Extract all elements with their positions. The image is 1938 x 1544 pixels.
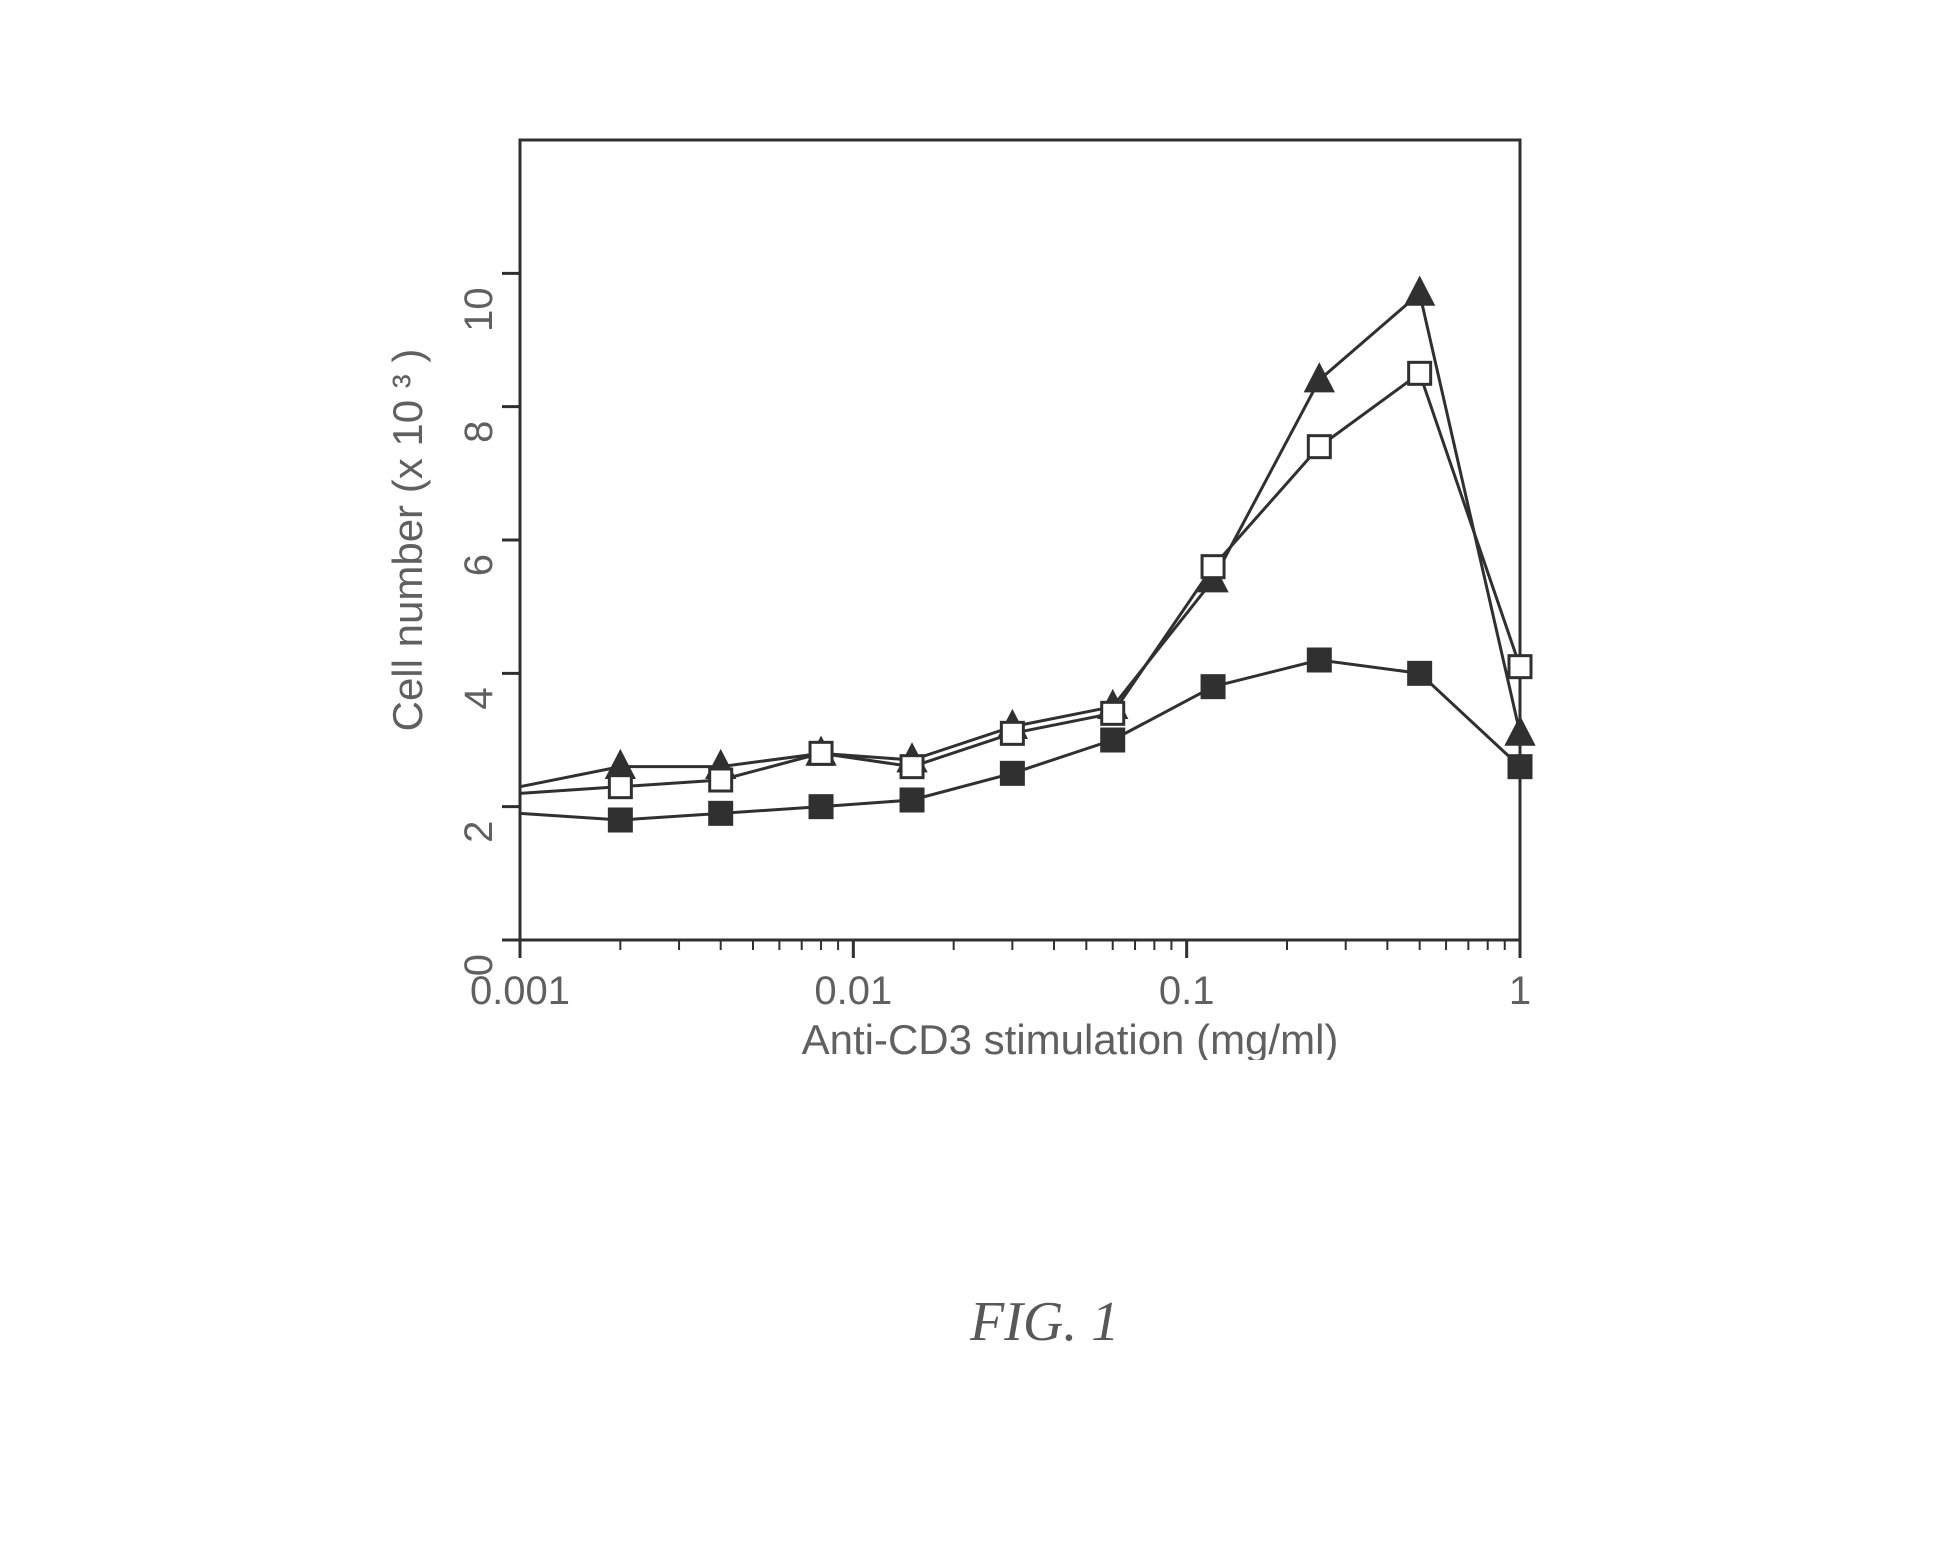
filled-triangle-series-line: [520, 293, 1520, 786]
y-tick-label: 6: [457, 554, 501, 576]
x-tick-label: 1: [1509, 969, 1531, 1013]
filled-square-series-marker: [1001, 762, 1023, 784]
open-square-series-marker: [810, 742, 832, 764]
open-square-series-marker: [901, 756, 923, 778]
y-tick-label: 2: [457, 821, 501, 843]
y-tick-label: 8: [457, 421, 501, 443]
open-square-series-marker: [1001, 722, 1023, 744]
open-square-series-marker: [1409, 362, 1431, 384]
y-axis-label: Cell number (x 10 ³ ): [384, 349, 431, 732]
x-axis-label: Anti-CD3 stimulation (mg/ml): [802, 1016, 1339, 1060]
open-square-series-marker: [1102, 702, 1124, 724]
figure-caption: FIG. 1: [970, 1290, 1119, 1354]
filled-square-series-marker: [710, 802, 732, 824]
filled-square-series-marker: [1308, 649, 1330, 671]
open-square-series-marker: [1308, 436, 1330, 458]
x-tick-label: 0.1: [1159, 969, 1215, 1013]
filled-square-series-marker: [609, 809, 631, 831]
open-square-series-marker: [710, 769, 732, 791]
open-square-series-marker: [1509, 656, 1531, 678]
x-tick-label: 0.01: [814, 969, 892, 1013]
filled-square-series-marker: [1102, 729, 1124, 751]
filled-square-series-marker: [901, 789, 923, 811]
x-tick-label: 0.001: [470, 969, 570, 1013]
filled-triangle-series-marker: [1507, 719, 1533, 744]
filled-square-series-marker: [1202, 676, 1224, 698]
filled-square-series-marker: [1409, 662, 1431, 684]
y-tick-label: 10: [457, 287, 501, 332]
chart-container: 02468100.0010.010.11Anti-CD3 stimulation…: [360, 100, 1660, 1200]
filled-square-series-marker: [810, 796, 832, 818]
filled-triangle-series-marker: [1406, 279, 1432, 304]
chart-svg: 02468100.0010.010.11Anti-CD3 stimulation…: [360, 100, 1560, 1060]
filled-triangle-series-marker: [1306, 365, 1332, 390]
open-square-series-marker: [1202, 556, 1224, 578]
filled-square-series-marker: [1509, 756, 1531, 778]
y-tick-label: 4: [457, 687, 501, 709]
open-square-series-marker: [609, 776, 631, 798]
filled-triangle-series-marker: [607, 752, 633, 777]
